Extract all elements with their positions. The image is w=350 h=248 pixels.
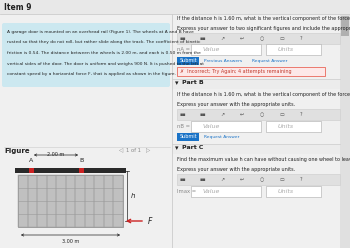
Text: lmax =: lmax =: [177, 189, 196, 194]
Bar: [177, 109, 340, 120]
Bar: [177, 57, 199, 65]
Text: constant speed by a horizontal force F, that is applied as shown in the figure.: constant speed by a horizontal force F, …: [7, 72, 176, 76]
Text: Units: Units: [278, 124, 294, 129]
Bar: [191, 44, 261, 55]
Bar: [266, 121, 321, 132]
Text: ▭: ▭: [280, 177, 285, 182]
Bar: [28, 175, 37, 227]
Text: ▾: ▾: [175, 145, 178, 151]
Bar: [78, 168, 84, 173]
Bar: [266, 44, 321, 55]
Text: friction is 0.54. The distance between the wheels is 2.00 m, and each is 0.50 m : friction is 0.54. The distance between t…: [7, 51, 201, 55]
Text: If the distance h is 1.60 m, what is the vertical component of the force exerted: If the distance h is 1.60 m, what is the…: [177, 92, 350, 97]
Text: ↩: ↩: [240, 112, 244, 117]
Bar: [15, 168, 126, 173]
Text: Previous Answers: Previous Answers: [204, 59, 242, 63]
Text: ○: ○: [260, 112, 264, 117]
Bar: [177, 33, 340, 44]
Bar: [104, 175, 113, 227]
Text: Item 9: Item 9: [4, 2, 32, 11]
Text: 2.00 m: 2.00 m: [47, 152, 65, 157]
Text: ▪▪: ▪▪: [180, 112, 187, 117]
Text: Express your answer to two significant figures and include the appropriate units: Express your answer to two significant f…: [177, 26, 350, 31]
Text: Express your answer with the appropriate units.: Express your answer with the appropriate…: [177, 167, 295, 172]
Text: If the distance h is 1.60 m, what is the vertical component of the force exerted: If the distance h is 1.60 m, what is the…: [177, 16, 350, 21]
Text: Submit: Submit: [179, 134, 197, 139]
Text: rusted so that they do not roll, but rather slide along the track. The coefficie: rusted so that they do not roll, but rat…: [7, 40, 200, 44]
Bar: [18, 175, 28, 227]
Text: vertical sides of the door. The door is uniform and weighs 900 N. It is pushed t: vertical sides of the door. The door is …: [7, 62, 204, 65]
Bar: [177, 133, 199, 141]
Bar: [56, 175, 66, 227]
Text: Value: Value: [202, 189, 220, 194]
Bar: [0, 0, 350, 14]
Text: ↗: ↗: [220, 112, 224, 117]
Bar: [177, 67, 325, 76]
Bar: [172, 144, 340, 154]
Text: ○: ○: [260, 177, 264, 182]
Text: ◁: ◁: [118, 148, 122, 153]
Text: ?: ?: [300, 112, 303, 117]
Bar: [266, 186, 321, 197]
Bar: [85, 175, 95, 227]
Text: Find the maximum value h can have without causing one wheel to leave the track.: Find the maximum value h can have withou…: [177, 157, 350, 162]
Text: nB =: nB =: [177, 124, 190, 129]
Text: Express your answer with the appropriate units.: Express your answer with the appropriate…: [177, 102, 295, 107]
Text: B: B: [79, 158, 83, 163]
Text: ○: ○: [260, 36, 264, 41]
Text: F: F: [148, 217, 152, 225]
Bar: [177, 174, 340, 185]
Text: ▭: ▭: [280, 36, 285, 41]
Text: A garage door is mounted on an overhead rail (Figure 1). The wheels at A and B h: A garage door is mounted on an overhead …: [7, 30, 194, 34]
Bar: [28, 168, 34, 173]
Text: ▪▪: ▪▪: [180, 177, 187, 182]
Text: ?: ?: [300, 36, 303, 41]
Text: ↗: ↗: [220, 36, 224, 41]
Text: ↩: ↩: [240, 36, 244, 41]
Text: 3.00 m: 3.00 m: [62, 239, 79, 244]
Bar: [66, 175, 75, 227]
Bar: [75, 175, 85, 227]
Bar: [18, 175, 123, 227]
Bar: [172, 79, 340, 89]
Bar: [37, 175, 47, 227]
Text: ?: ?: [300, 177, 303, 182]
Text: ↗: ↗: [220, 177, 224, 182]
Text: Figure: Figure: [4, 148, 30, 154]
Text: ▪▪: ▪▪: [200, 177, 206, 182]
Text: Units: Units: [278, 189, 294, 194]
Text: Units: Units: [278, 47, 294, 52]
Text: Request Answer: Request Answer: [204, 135, 239, 139]
Bar: [47, 175, 56, 227]
Text: Request Answer: Request Answer: [252, 59, 287, 63]
Bar: [191, 186, 261, 197]
Text: nA =: nA =: [177, 47, 190, 52]
Bar: [340, 14, 350, 248]
Text: Part B: Part B: [182, 80, 204, 85]
Text: ▭: ▭: [280, 112, 285, 117]
Text: 1 of 1: 1 of 1: [126, 148, 141, 153]
Text: h: h: [131, 193, 135, 199]
FancyBboxPatch shape: [2, 23, 170, 87]
Text: Value: Value: [202, 124, 220, 129]
Text: ✗  Incorrect; Try Again; 4 attempts remaining: ✗ Incorrect; Try Again; 4 attempts remai…: [180, 69, 292, 74]
Bar: [94, 175, 104, 227]
Bar: [341, 16, 349, 36]
Text: ↩: ↩: [240, 177, 244, 182]
Bar: [191, 121, 261, 132]
Text: ▷: ▷: [146, 148, 150, 153]
Text: Value: Value: [202, 47, 220, 52]
Text: ▪▪: ▪▪: [180, 36, 187, 41]
Bar: [113, 175, 123, 227]
Text: Submit: Submit: [179, 59, 197, 63]
Text: ▪▪: ▪▪: [200, 112, 206, 117]
Text: ▾: ▾: [175, 80, 178, 86]
Text: Part C: Part C: [182, 145, 203, 150]
Text: A: A: [29, 158, 33, 163]
Text: ▪▪: ▪▪: [200, 36, 206, 41]
